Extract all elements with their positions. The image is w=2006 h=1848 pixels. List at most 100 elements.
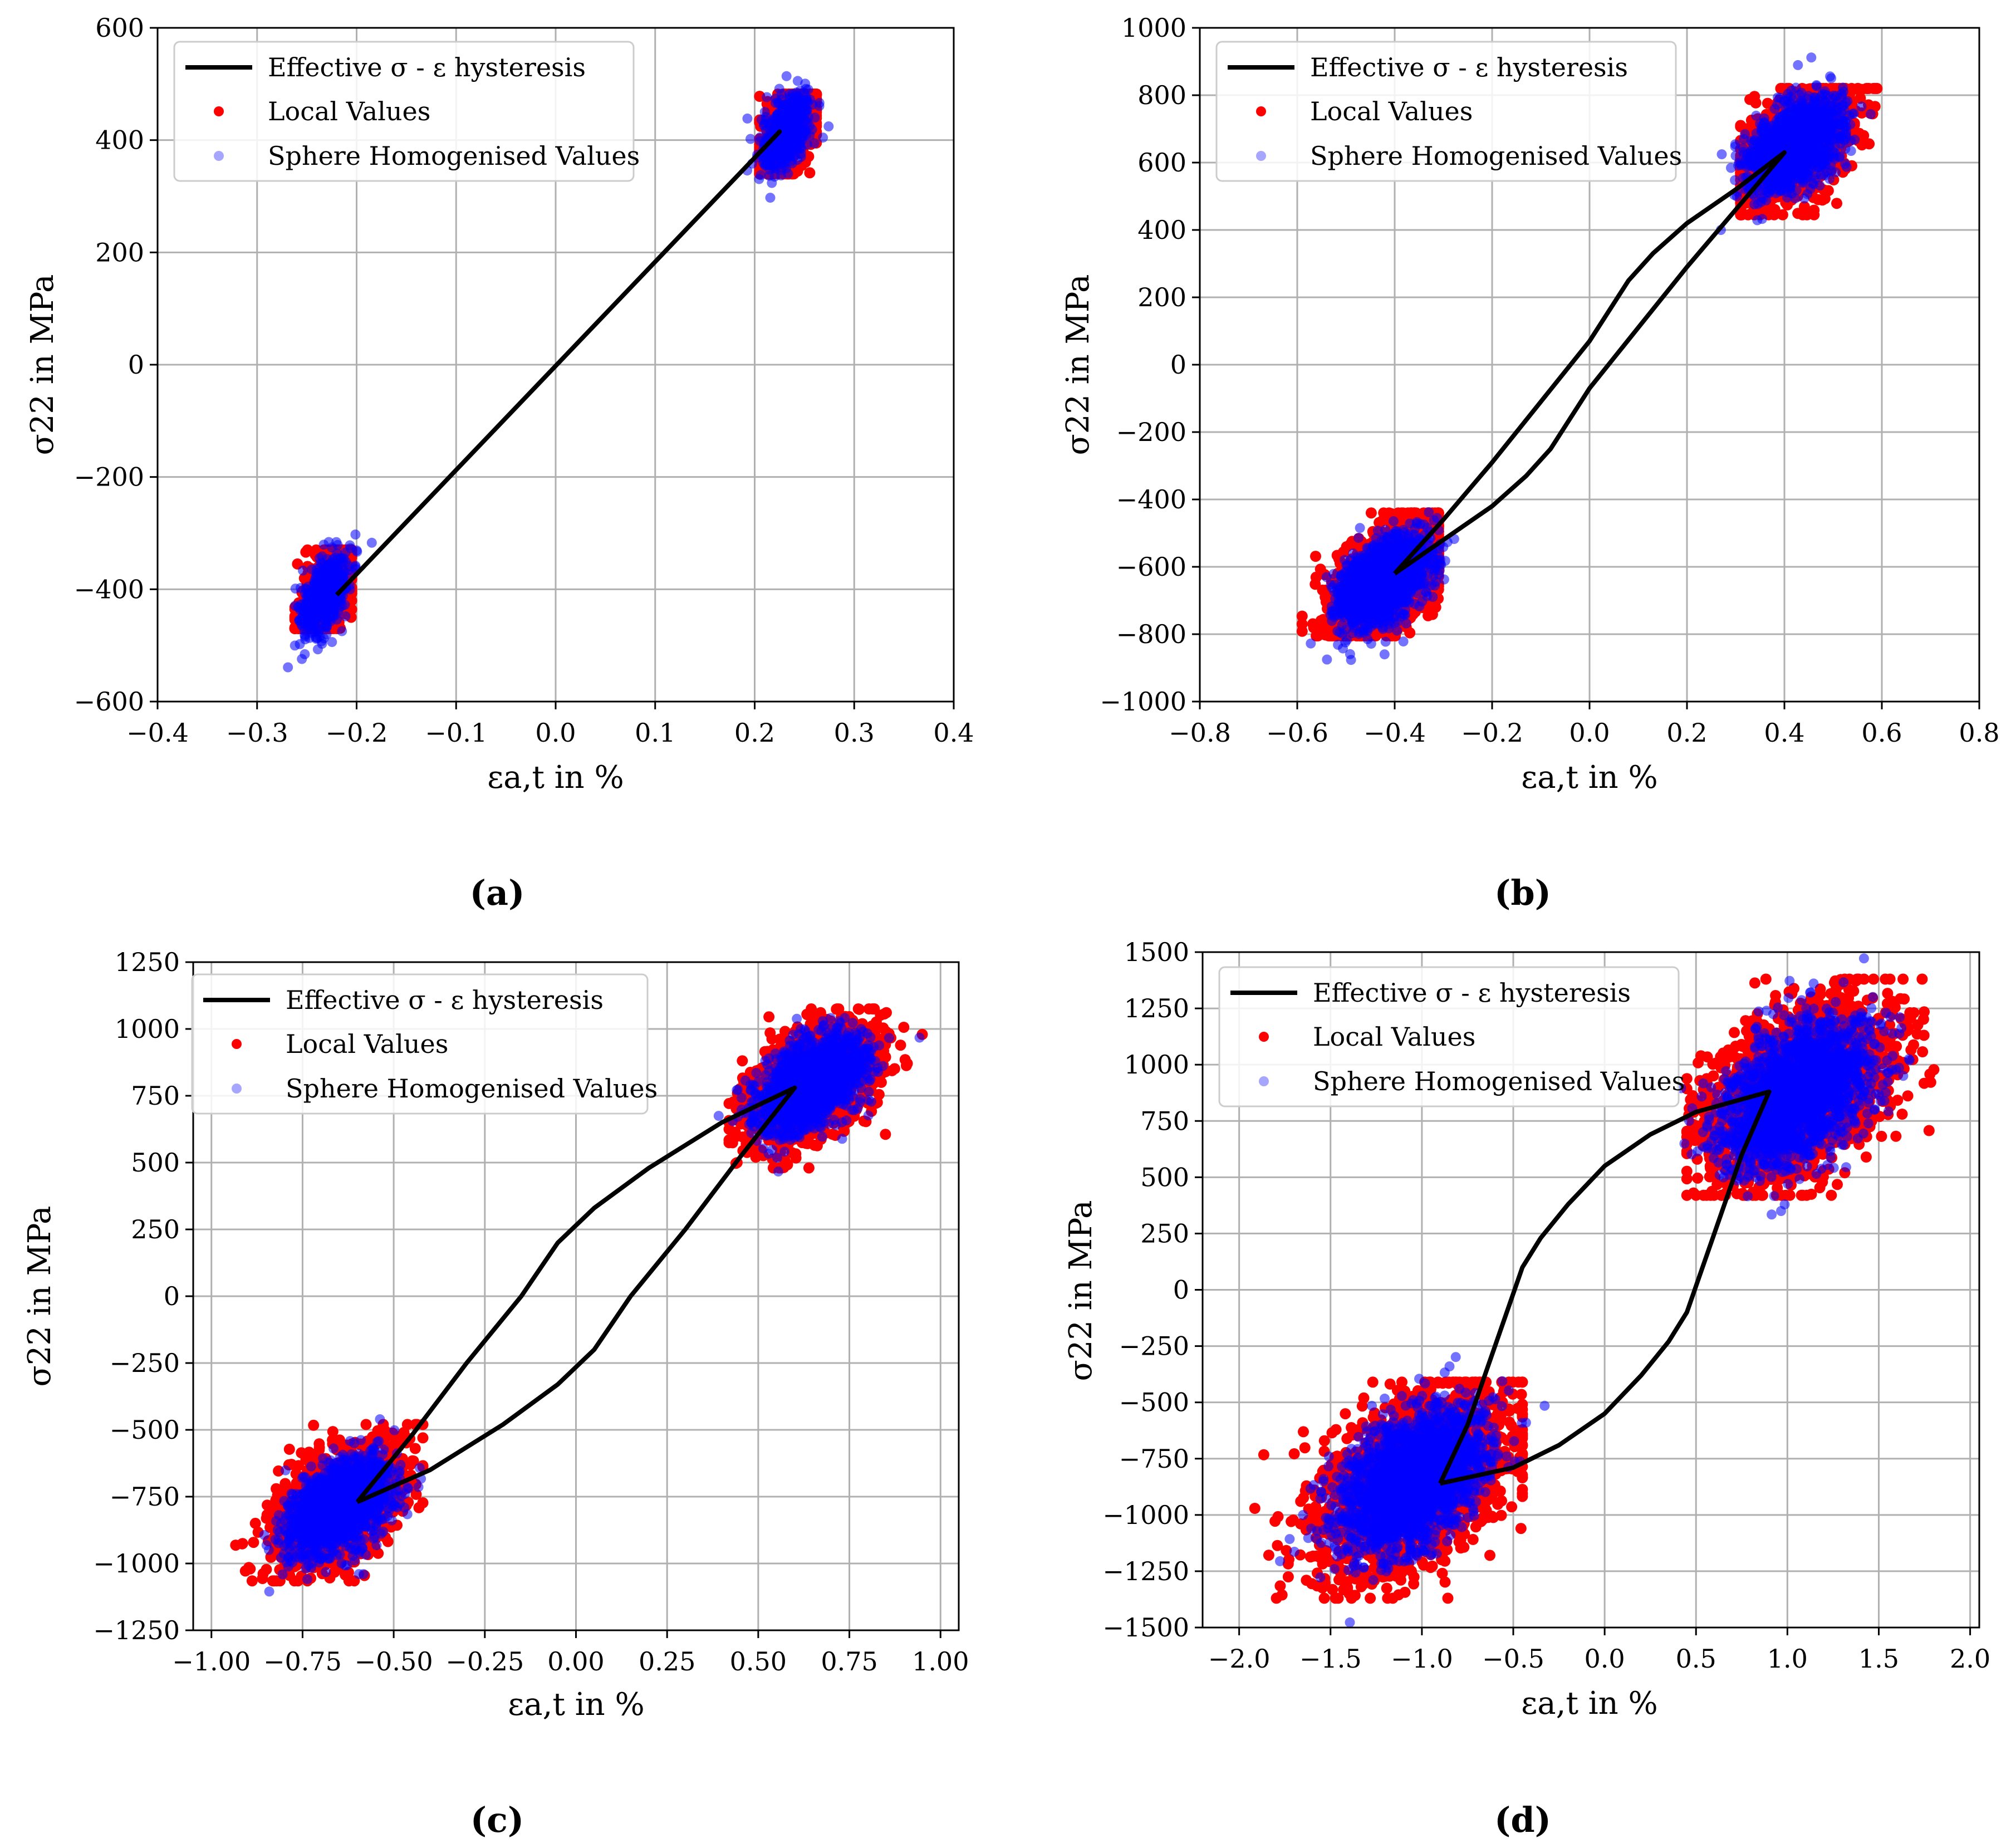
sphere-value-point	[303, 596, 314, 606]
sphere-value-point	[301, 584, 311, 594]
sphere-value-point	[765, 193, 776, 203]
local-value-point	[1296, 618, 1308, 630]
sphere-value-point	[290, 584, 301, 594]
local-value-point	[1856, 139, 1868, 151]
panel-a-legend-hysteresis: Effective σ - ε hysteresis	[268, 52, 586, 82]
sphere-value-point	[351, 545, 362, 556]
sphere-value-point	[321, 562, 331, 573]
sphere-value-point	[366, 537, 377, 548]
local-value-point	[1404, 627, 1416, 639]
local-value-point	[1735, 120, 1747, 131]
sphere-value-point	[295, 616, 305, 626]
x-tick-label: 0.3	[834, 718, 875, 748]
sphere-value-point	[759, 107, 770, 117]
panel-a-legend-local: Local Values	[268, 96, 430, 126]
sphere-value-point	[296, 599, 306, 610]
panel-a-ylabel: σ22 in MPa	[24, 274, 61, 455]
local-value-point	[1309, 579, 1321, 590]
sphere-value-point	[317, 551, 327, 562]
sphere-value-point	[298, 565, 308, 576]
sphere-value-point	[283, 662, 293, 673]
local-value-point	[1378, 507, 1390, 519]
sphere-value-point	[798, 95, 808, 105]
sphere-value-point	[327, 637, 337, 648]
y-tick-label: 0	[128, 350, 144, 380]
sphere-value-point	[297, 654, 307, 664]
sphere-value-point	[756, 115, 767, 125]
sphere-value-point	[784, 89, 794, 99]
sphere-value-point	[321, 590, 331, 600]
x-tick-label: −0.4	[126, 718, 189, 748]
local-value-point	[1855, 92, 1866, 104]
local-value-point	[302, 544, 313, 556]
local-value-point	[1831, 198, 1842, 209]
sphere-value-point	[786, 99, 797, 109]
local-value-point	[1320, 629, 1332, 641]
local-value-point	[1744, 94, 1755, 105]
sphere-value-point	[745, 134, 756, 144]
local-value-point	[1365, 507, 1377, 519]
sphere-value-point	[823, 121, 834, 131]
sphere-value-point	[779, 160, 789, 171]
panel-a-caption: (a)	[470, 872, 525, 913]
sphere-value-point	[794, 119, 805, 129]
local-value-point	[1812, 194, 1824, 205]
sphere-value-point	[307, 607, 317, 618]
local-value-point	[1405, 507, 1416, 519]
sphere-value-point	[781, 71, 792, 81]
sphere-value-point	[760, 160, 771, 171]
y-tick-label: −400	[74, 574, 144, 604]
y-tick-label: −200	[74, 462, 144, 492]
sphere-value-point	[322, 621, 332, 632]
local-value-point	[1797, 209, 1808, 220]
local-value-point	[1430, 601, 1441, 613]
y-tick-label: 400	[95, 125, 144, 155]
sphere-value-point	[340, 611, 351, 621]
panel-b: −0.8 −0.6 −0.4 −0.2 0.0 0.2 0.4 0.6 0.8−1000−800…	[1060, 13, 2000, 913]
sphere-value-point	[762, 92, 772, 102]
panel-b-points	[1296, 52, 1883, 665]
panel-a-legend-sphere: Sphere Homogenised Values	[268, 141, 640, 171]
sphere-value-point	[800, 79, 811, 89]
local-value-point	[804, 167, 816, 179]
x-tick-label: −0.1	[425, 718, 487, 748]
sphere-value-point	[814, 97, 825, 108]
local-value-point	[1310, 551, 1321, 562]
panel-a-legend-local-swatch	[214, 106, 224, 116]
x-tick-label: 0.2	[734, 718, 775, 748]
sphere-value-point	[778, 103, 788, 114]
sphere-value-point	[328, 557, 339, 567]
sphere-value-point	[322, 575, 332, 585]
local-value-point	[1296, 610, 1308, 622]
x-tick-label: −0.3	[226, 718, 288, 748]
local-value-point	[1869, 82, 1881, 94]
sphere-value-point	[801, 130, 811, 140]
sphere-value-point	[318, 540, 329, 550]
y-tick-label: −600	[74, 687, 144, 717]
sphere-value-point	[307, 564, 317, 575]
y-tick-label: 200	[95, 237, 144, 267]
local-value-point	[1762, 97, 1773, 109]
local-value-point	[1777, 209, 1788, 220]
sphere-value-point	[776, 137, 787, 148]
sphere-value-point	[784, 150, 795, 161]
sphere-value-point	[331, 570, 342, 581]
panel-a: −0.4 −0.3 −0.2 −0.1 0.0 0.1 0.2 0.3 0.4−600−400−…	[24, 13, 974, 913]
x-tick-label: 0.0	[535, 718, 576, 748]
sphere-value-point	[754, 174, 764, 184]
panel-a-legend-sphere-swatch	[214, 151, 224, 161]
panel-a-xlabel: εa,t in %	[487, 759, 624, 796]
sphere-value-point	[335, 602, 345, 612]
x-tick-label: 0.4	[933, 718, 974, 748]
sphere-value-point	[776, 152, 786, 163]
sphere-value-point	[742, 113, 753, 124]
sphere-value-point	[818, 133, 828, 143]
y-tick-label: 600	[95, 13, 144, 43]
sphere-value-point	[786, 130, 796, 141]
panel-a-ticks: −0.4 −0.3 −0.2 −0.1 0.0 0.1 0.2 0.3 0.4−600−400−…	[74, 13, 974, 748]
local-value-point	[1808, 209, 1820, 220]
sphere-value-point	[321, 629, 332, 640]
panel-a-hysteresis-line	[335, 129, 782, 597]
sphere-value-point	[331, 537, 342, 547]
